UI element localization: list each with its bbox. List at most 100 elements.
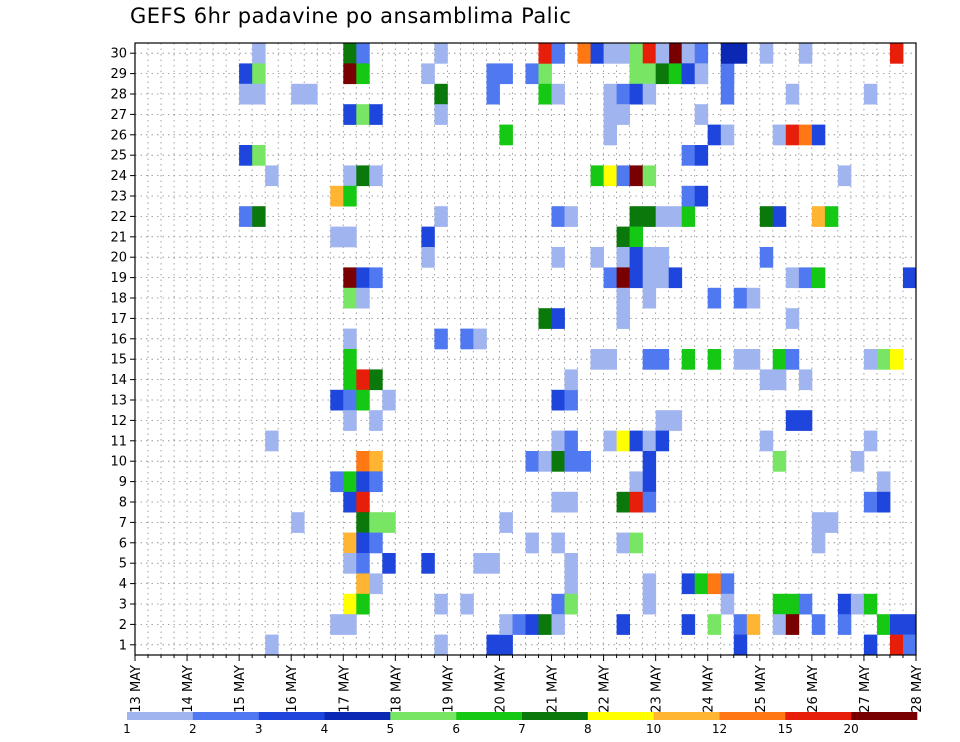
heatmap-cell xyxy=(785,614,800,635)
heatmap-cell xyxy=(733,349,748,370)
legend-swatch xyxy=(127,712,194,720)
heatmap-cell xyxy=(681,614,696,635)
heatmap-cell xyxy=(655,430,670,452)
x-tick-label: 25 MAY xyxy=(754,665,769,713)
heatmap-cell xyxy=(772,369,787,391)
heatmap-cell xyxy=(356,451,370,472)
heatmap-cell xyxy=(681,63,696,85)
heatmap-cell xyxy=(577,43,591,64)
heatmap-cell xyxy=(356,43,370,64)
y-tick-label: 13 xyxy=(110,394,127,409)
heatmap-cell xyxy=(356,165,370,187)
heatmap-cell xyxy=(798,369,813,391)
heatmap-cell xyxy=(798,267,813,289)
y-tick-label: 27 xyxy=(110,108,127,123)
heatmap-cell xyxy=(551,532,565,554)
heatmap-cell xyxy=(903,614,917,635)
legend-label: 5 xyxy=(386,722,394,736)
y-tick-label: 22 xyxy=(110,210,127,225)
heatmap-cell xyxy=(759,369,774,391)
legend-swatch xyxy=(258,712,325,720)
heatmap-cell xyxy=(590,43,604,64)
heatmap-cell xyxy=(642,247,657,268)
heatmap-cell xyxy=(356,104,370,125)
heatmap-cell xyxy=(434,104,448,125)
heatmap-cell xyxy=(473,328,487,350)
heatmap-cell xyxy=(564,491,578,513)
heatmap-cell xyxy=(369,104,383,125)
y-tick-label: 26 xyxy=(110,128,127,143)
heatmap-cell xyxy=(785,124,800,146)
heatmap-cell xyxy=(785,593,800,615)
heatmap-cell xyxy=(863,491,878,513)
heatmap-cell xyxy=(356,593,370,615)
heatmap-cell xyxy=(330,389,344,411)
heatmap-cell xyxy=(343,491,357,513)
heatmap-cell xyxy=(369,451,383,472)
heatmap-cell xyxy=(642,573,657,595)
heatmap-cell xyxy=(252,145,266,166)
heatmap-cell xyxy=(499,63,513,85)
x-tick-label: 23 MAY xyxy=(650,665,665,713)
heatmap-cell xyxy=(551,83,565,105)
heatmap-cell xyxy=(603,43,617,64)
heatmap-cell xyxy=(720,124,735,146)
heatmap-cell xyxy=(369,165,383,187)
legend-swatch xyxy=(192,712,259,720)
heatmap-cell xyxy=(642,451,657,472)
heatmap-cell xyxy=(369,267,383,289)
heatmap-cell xyxy=(746,349,761,370)
heatmap-cell xyxy=(486,63,500,85)
heatmap-cell xyxy=(265,430,279,452)
heatmap-cell xyxy=(343,532,357,554)
heatmap-cell xyxy=(629,63,643,85)
legend-swatch xyxy=(456,712,523,720)
heatmap-cell xyxy=(564,430,578,452)
heatmap-cell xyxy=(343,63,357,85)
heatmap-cell xyxy=(694,43,709,64)
legend-swatch xyxy=(390,712,457,720)
heatmap-cell xyxy=(772,614,787,635)
heatmap-cell xyxy=(343,593,357,615)
heatmap-cell xyxy=(903,634,917,656)
heatmap-cell xyxy=(642,430,657,452)
heatmap-cell xyxy=(759,206,774,227)
y-tick-label: 2 xyxy=(119,618,127,633)
heatmap-cell xyxy=(369,410,383,431)
heatmap-cell xyxy=(603,124,617,146)
y-tick-label: 7 xyxy=(119,516,127,531)
heatmap-cell xyxy=(252,83,266,105)
heatmap-cell xyxy=(694,573,709,595)
heatmap-cell xyxy=(551,593,565,615)
heatmap-cell xyxy=(720,43,735,64)
heatmap-cell xyxy=(603,349,617,370)
x-tick-label: 27 MAY xyxy=(858,665,873,713)
heatmap-cell xyxy=(343,410,357,431)
heatmap-cell xyxy=(603,267,617,289)
heatmap-cell xyxy=(382,512,396,533)
heatmap-cell xyxy=(720,593,735,615)
x-tick-label: 19 MAY xyxy=(441,665,456,713)
y-tick-label: 16 xyxy=(110,332,127,347)
heatmap-cell xyxy=(629,247,643,268)
heatmap-cell xyxy=(499,614,513,635)
heatmap-cell xyxy=(551,43,565,64)
heatmap-cell xyxy=(538,308,552,329)
heatmap-cell xyxy=(863,349,878,370)
heatmap-cell xyxy=(707,573,722,595)
heatmap-cell xyxy=(798,410,813,431)
heatmap-cell xyxy=(369,512,383,533)
heatmap-cell xyxy=(577,451,591,472)
color-legend: 1 2 3 4 5 6 7 8 10 12 15 20 xyxy=(123,712,918,736)
y-tick-label: 21 xyxy=(110,230,127,245)
heatmap-cell xyxy=(343,185,357,207)
heatmap-cell xyxy=(642,349,657,370)
heatmap-cell xyxy=(369,532,383,554)
heatmap-cell xyxy=(746,614,761,635)
heatmap-cell xyxy=(330,614,344,635)
heatmap-cell xyxy=(616,104,630,125)
heatmap-cell xyxy=(616,247,630,268)
heatmap-cell xyxy=(629,491,643,513)
heatmap-cell xyxy=(772,349,787,370)
heatmap-cell xyxy=(655,267,670,289)
